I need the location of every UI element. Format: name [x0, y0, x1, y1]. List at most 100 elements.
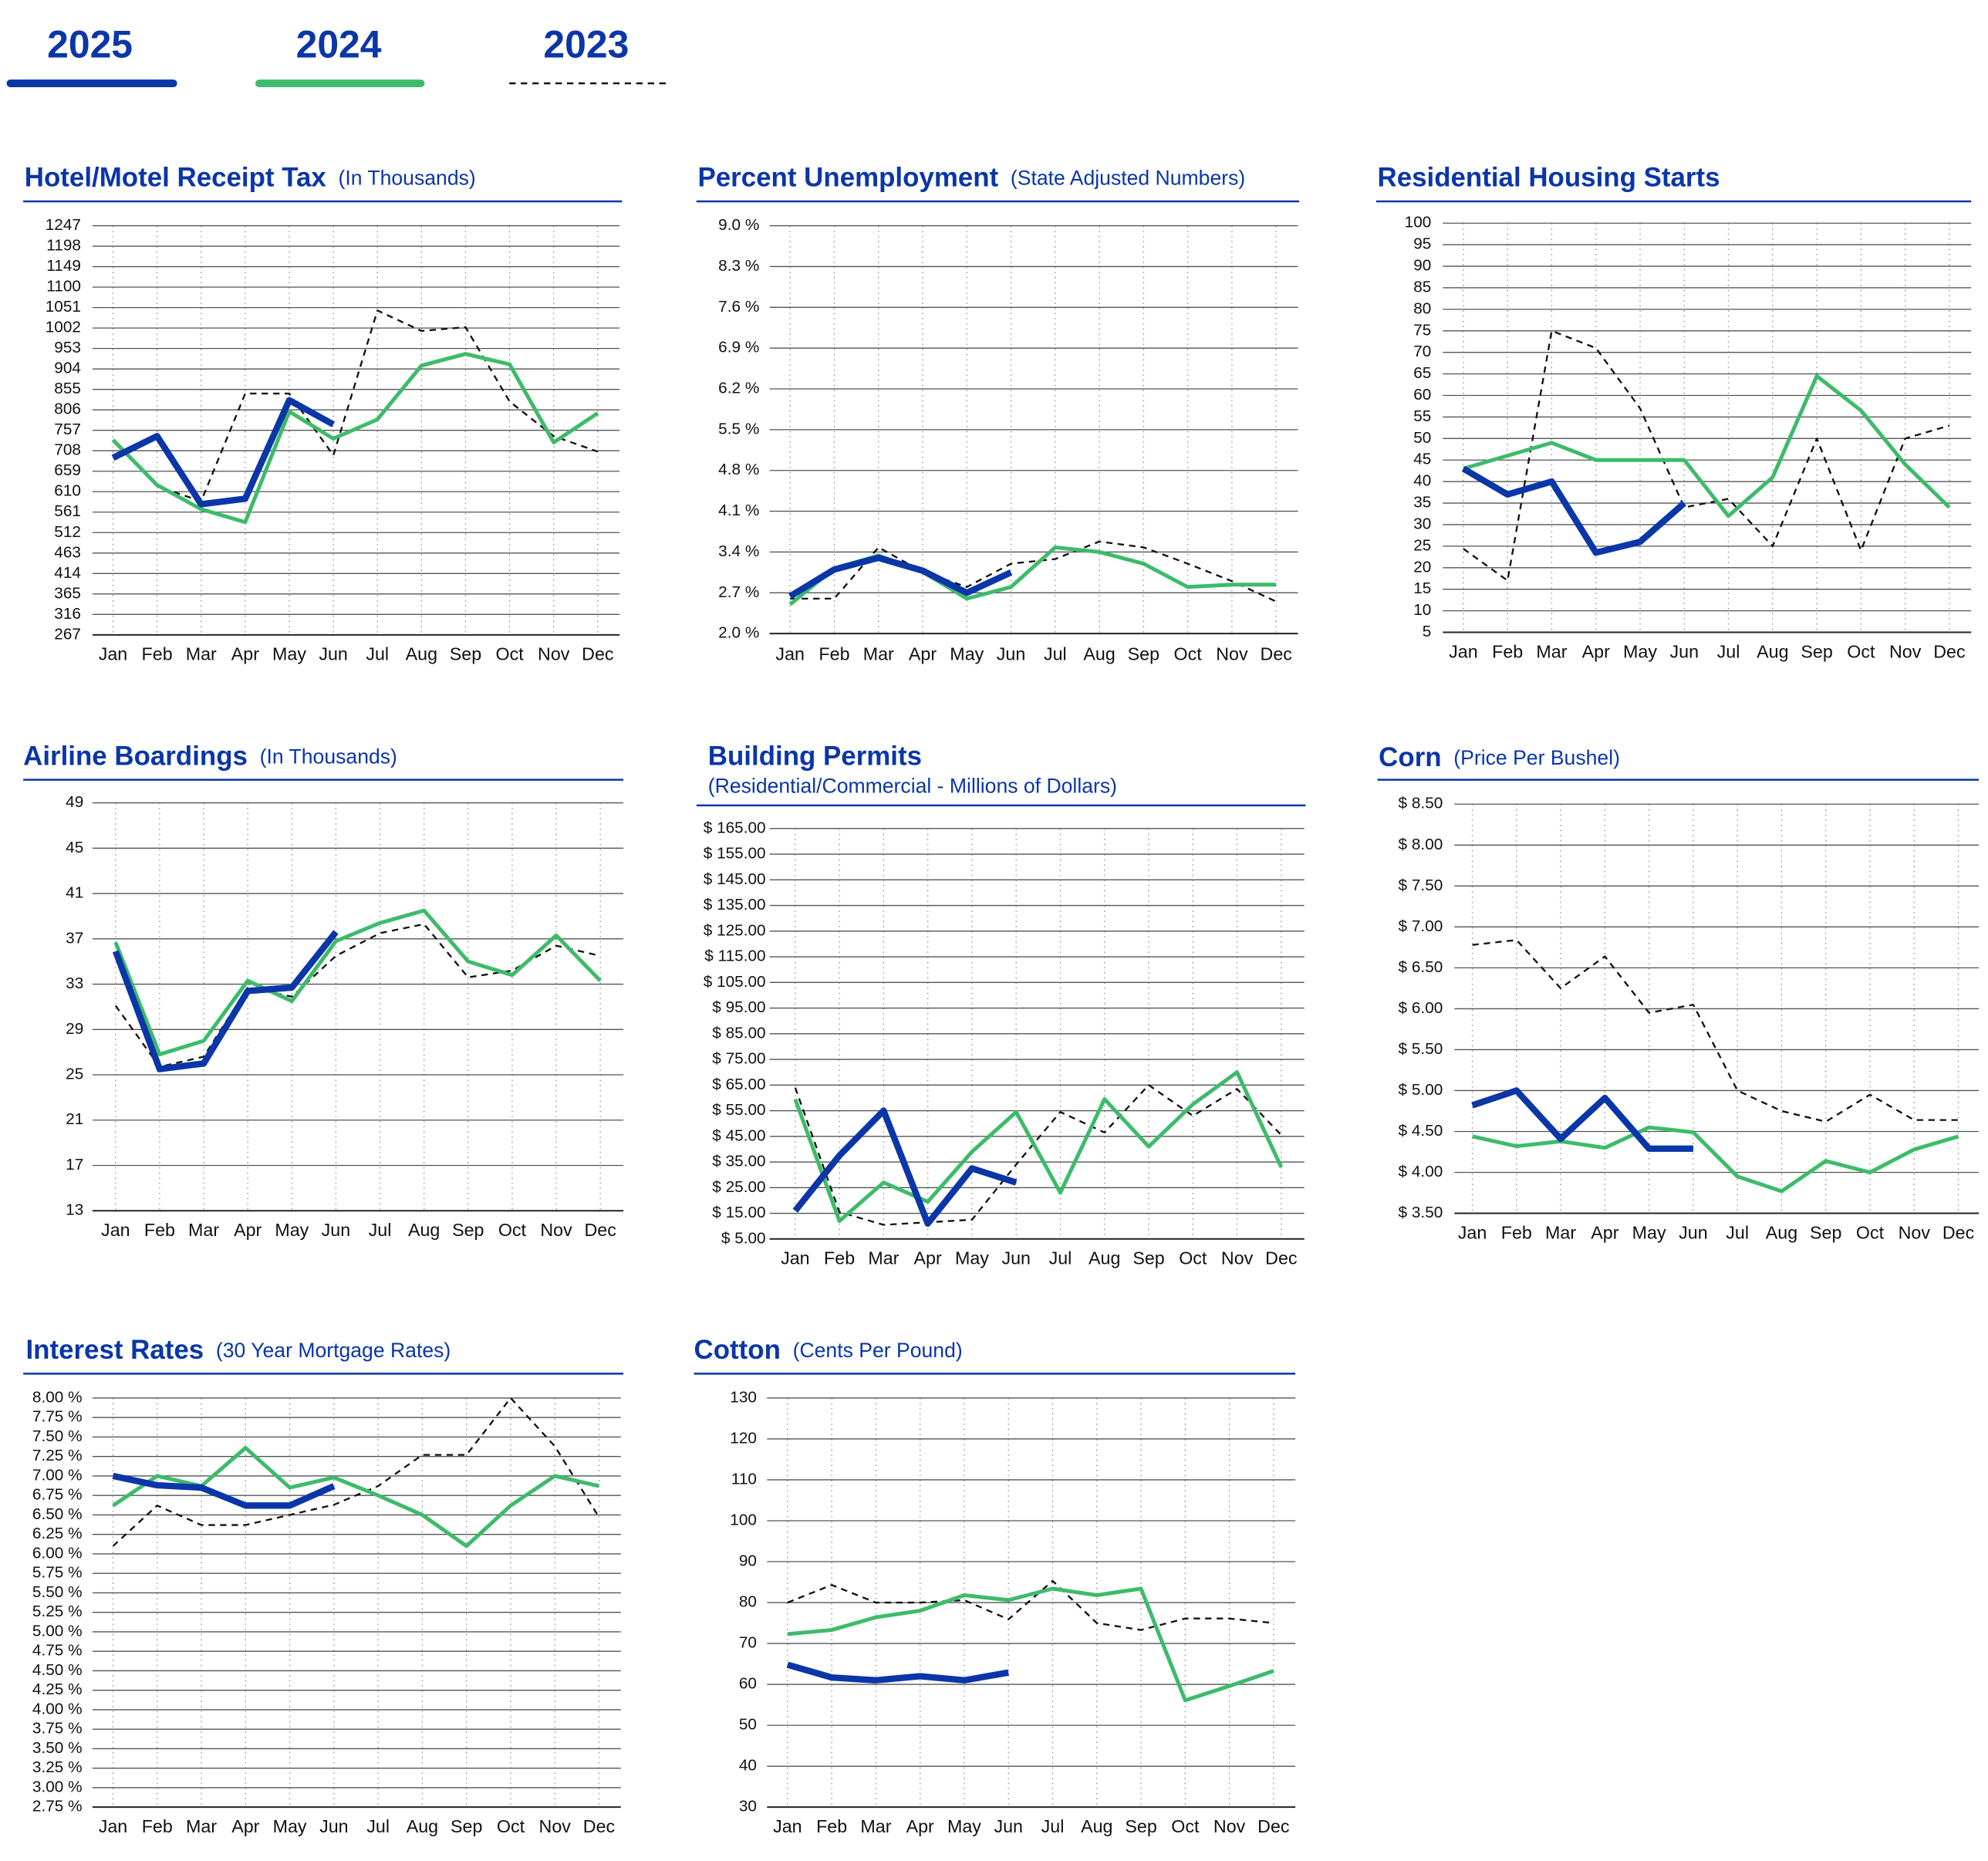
y-tick-label: $ 125.00 — [704, 921, 766, 939]
y-tick-label: 25 — [1413, 536, 1431, 554]
y-tick-label: 7.25 % — [32, 1447, 83, 1464]
series-line — [111, 397, 336, 508]
x-tick-label: Apr — [1582, 641, 1610, 661]
y-tick-label: 37 — [66, 929, 83, 947]
x-tick-label: Mar — [1545, 1222, 1576, 1242]
x-tick-label: May — [1632, 1222, 1666, 1242]
x-tick-label: Dec — [1257, 1816, 1290, 1836]
y-tick-label: 45 — [1413, 451, 1431, 468]
chart-subtitle: (In Thousands) — [338, 167, 475, 190]
y-tick-label: $ 105.00 — [704, 973, 766, 991]
y-tick-label: 4.1 % — [718, 502, 759, 519]
y-tick-label: $ 7.00 — [1399, 917, 1443, 935]
x-tick-label: Jun — [319, 1816, 349, 1836]
title-main: Hotel/Motel Receipt Tax — [25, 163, 327, 193]
chart-subtitle: (Cents Per Pound) — [793, 1339, 963, 1362]
x-tick-label: Jan — [99, 1816, 128, 1836]
chart-title: Percent Unemployment (State Adjusted Num… — [698, 163, 1246, 193]
y-tick-label: $ 35.00 — [712, 1153, 765, 1170]
y-tick-label: 15 — [1413, 579, 1431, 597]
y-tick-label: 904 — [54, 360, 81, 377]
y-tick-label: 5 — [1423, 623, 1432, 640]
x-tick-label: Dec — [1261, 644, 1293, 664]
x-tick-label: May — [950, 644, 984, 664]
chart-panel: Corn (Price Per Bushel) Jan Feb Mar Apr May Ju… — [1377, 742, 1980, 1242]
x-tick-label: Aug — [1081, 1816, 1112, 1836]
chart-panel: Residential Housing Starts Jan Feb Mar Apr Ma… — [1375, 163, 1972, 661]
x-tick-label: Feb — [816, 1816, 847, 1836]
y-tick-label: 4.00 % — [32, 1700, 83, 1717]
y-tick-label: 1002 — [46, 319, 81, 336]
series-line — [112, 1472, 336, 1509]
series-line — [112, 1446, 600, 1549]
y-tick-label: 33 — [66, 974, 83, 992]
chart-subtitle: (30 Year Mortgage Rates) — [216, 1339, 451, 1362]
chart-panel: Percent Unemployment (State Adjusted Num… — [696, 163, 1300, 664]
series-line — [1463, 329, 1950, 582]
x-tick-label: May — [947, 1816, 981, 1836]
x-tick-label: Jan — [773, 1816, 802, 1836]
x-tick-label: Oct — [1171, 1816, 1200, 1836]
y-tick-label: 8.00 % — [32, 1388, 83, 1406]
y-tick-label: $ 15.00 — [712, 1204, 765, 1221]
x-tick-label: Mar — [186, 1816, 217, 1836]
x-tick-label: Oct — [1174, 644, 1203, 664]
y-tick-label: $ 55.00 — [712, 1101, 765, 1119]
x-tick-label: Sep — [450, 644, 481, 664]
y-tick-label: 3.00 % — [32, 1778, 83, 1795]
x-tick-label: Nov — [1221, 1248, 1254, 1268]
y-tick-label: 30 — [1413, 515, 1431, 532]
x-tick-label: Jun — [997, 644, 1026, 664]
legend-label: 2024 — [296, 23, 382, 66]
x-tick-label: Oct — [1856, 1222, 1885, 1242]
chart-title: Airline Boardings (In Thousands) — [23, 741, 397, 772]
y-tick-label: $ 85.00 — [712, 1024, 765, 1042]
y-tick-label: 806 — [54, 400, 81, 418]
x-tick-label: Aug — [406, 644, 437, 664]
x-tick-label: Nov — [1216, 644, 1248, 664]
x-tick-label: Apr — [231, 1816, 259, 1836]
x-tick-label: Apr — [906, 1816, 934, 1836]
y-tick-label: 65 — [1413, 364, 1431, 382]
x-tick-label: Jul — [366, 644, 389, 664]
x-tick-label: Oct — [497, 1816, 525, 1836]
x-tick-label: Jun — [319, 644, 348, 664]
x-tick-label: Dec — [1933, 641, 1966, 661]
x-tick-label: Feb — [824, 1248, 855, 1268]
y-tick-label: 60 — [739, 1675, 757, 1693]
y-tick-label: 3.4 % — [718, 542, 759, 560]
title-gap — [787, 1339, 792, 1362]
y-tick-label: 6.00 % — [32, 1544, 83, 1562]
x-tick-label: Mar — [863, 644, 894, 664]
y-tick-label: 7.75 % — [32, 1408, 83, 1426]
y-tick-label: 5.5 % — [718, 420, 759, 437]
title-main: Interest Rates — [25, 1335, 204, 1365]
x-tick-label: Dec — [1942, 1222, 1975, 1242]
x-tick-label: Apr — [1591, 1222, 1618, 1242]
x-tick-label: Aug — [407, 1816, 438, 1836]
series-line — [787, 1586, 1274, 1703]
x-tick-label: Feb — [818, 644, 849, 664]
y-tick-label: 50 — [1413, 429, 1431, 447]
y-tick-label: 463 — [54, 543, 81, 561]
y-tick-label: $ 8.00 — [1399, 836, 1443, 853]
chart-subtitle: (State Adjusted Numbers) — [1011, 167, 1245, 190]
x-tick-label: Dec — [1265, 1248, 1298, 1268]
x-tick-label: Jan — [1458, 1222, 1487, 1242]
x-tick-label: Aug — [1757, 641, 1788, 661]
y-tick-label: 6.50 % — [32, 1505, 83, 1523]
y-tick-label: 4.8 % — [718, 461, 759, 478]
y-tick-label: 17 — [66, 1156, 83, 1174]
y-tick-label: $ 165.00 — [704, 819, 766, 836]
x-tick-label: Sep — [452, 1220, 484, 1240]
y-tick-label: 7.00 % — [32, 1466, 83, 1484]
y-tick-label: 512 — [54, 523, 81, 541]
x-tick-label: Sep — [1128, 644, 1159, 664]
x-tick-label: Feb — [1492, 641, 1523, 661]
title-main: Percent Unemployment — [698, 163, 999, 193]
title-gap — [211, 1339, 216, 1362]
series-line — [792, 1107, 1018, 1227]
y-tick-label: $ 135.00 — [704, 896, 766, 914]
series-line — [786, 1661, 1009, 1684]
y-tick-label: 110 — [731, 1470, 757, 1488]
